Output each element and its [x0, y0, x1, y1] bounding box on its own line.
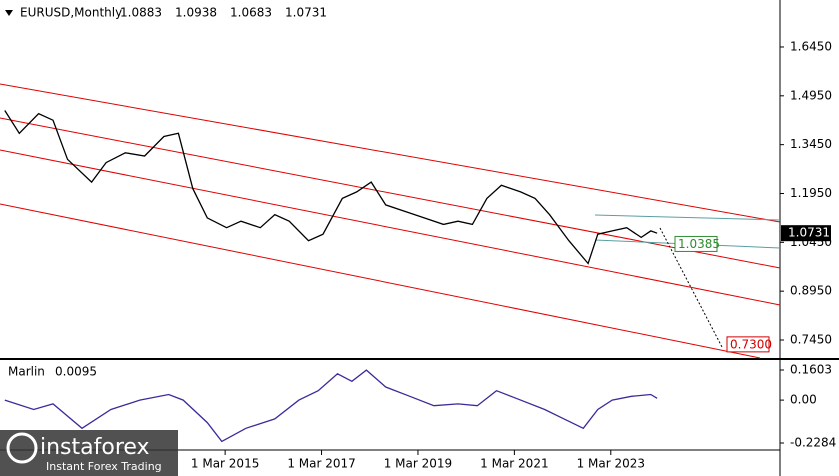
x-tick-label: 1 Mar 2023	[577, 457, 645, 471]
x-tick-label: 1 Mar 2021	[480, 457, 548, 471]
ohlc-value: 1.0938	[175, 6, 217, 20]
level-box	[726, 336, 770, 353]
y-tick-label: 1.3450	[790, 137, 832, 151]
level-box	[674, 235, 718, 252]
x-tick-label: 1 Mar 2015	[191, 457, 259, 471]
y-tick-label: -0.2284	[790, 435, 836, 449]
logo: instaforex Instant Forex Trading	[0, 430, 178, 476]
x-tick-label: 1 Mar 2017	[287, 457, 355, 471]
logo-tagline: Instant Forex Trading	[46, 460, 162, 473]
x-tick-label: 1 Mar 2019	[384, 457, 452, 471]
level-label: 1.0385	[678, 237, 720, 251]
y-tick-label: 1.1950	[790, 186, 832, 200]
y-tick-label: 0.1603	[790, 363, 832, 377]
channel-lines	[0, 83, 781, 359]
level-label: 0.7300	[730, 337, 772, 351]
series-line	[4, 369, 658, 443]
y-tick-label: 1.4950	[790, 88, 832, 102]
indicator-title: Marlin	[8, 365, 45, 379]
y-tick-label: 0.8950	[790, 284, 832, 298]
range-line	[594, 214, 781, 221]
last-price-label: 1.0731	[788, 226, 830, 240]
channel-line	[0, 203, 761, 359]
channel-line	[0, 149, 781, 306]
chart-title: EURUSD,Monthly	[20, 6, 122, 20]
logo-name: instaforex	[40, 435, 150, 460]
ohlc-value: 1.0883	[120, 6, 162, 20]
channel-line	[0, 117, 781, 269]
y-tick-label: 0.00	[790, 393, 817, 407]
indicator-value: 0.0095	[55, 365, 97, 379]
series-line	[4, 110, 658, 265]
last-price-box	[781, 225, 831, 242]
y-tick-label: 0.7450	[790, 332, 832, 346]
logo-icon	[6, 432, 38, 464]
y-tick-label: 1.6450	[790, 39, 832, 53]
menu-arrow	[5, 10, 13, 16]
ohlc-value: 1.0683	[230, 6, 272, 20]
ohlc-value: 1.0731	[285, 6, 327, 20]
channel-line	[0, 83, 781, 223]
